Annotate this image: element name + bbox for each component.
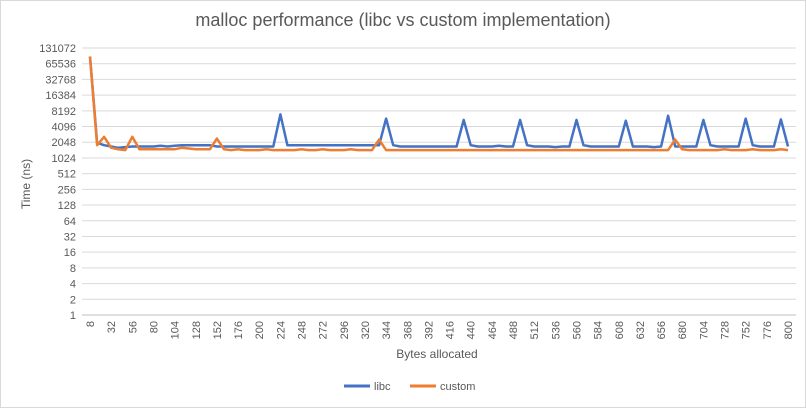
x-tick-label: 392 xyxy=(423,321,435,339)
x-tick-label: 224 xyxy=(275,321,287,339)
x-axis-ticks: 8 32 56 80 104 128 152 176 200 224 248 272 296 320 344… xyxy=(85,321,795,339)
x-tick-label: 656 xyxy=(656,321,668,339)
x-tick-label: 584 xyxy=(593,321,605,339)
x-tick-label: 296 xyxy=(339,321,351,339)
y-tick-label: 65536 xyxy=(45,59,76,71)
y-tick-label: 256 xyxy=(58,184,76,196)
y-tick-label: 32768 xyxy=(45,74,76,86)
x-tick-label: 56 xyxy=(127,321,139,333)
x-tick-label: 752 xyxy=(741,321,753,339)
x-tick-label: 512 xyxy=(529,321,541,339)
y-tick-label: 16 xyxy=(64,247,76,259)
x-tick-label: 176 xyxy=(233,321,245,339)
x-tick-label: 344 xyxy=(381,321,393,339)
x-tick-label: 680 xyxy=(677,321,689,339)
x-tick-label: 488 xyxy=(508,321,520,339)
y-tick-label: 2048 xyxy=(52,137,76,149)
series-line-libc xyxy=(88,56,790,150)
x-tick-label: 248 xyxy=(297,321,309,339)
x-axis-label: Bytes allocated xyxy=(396,347,477,361)
y-tick-label: 8 xyxy=(70,263,76,275)
y-tick-label: 1 xyxy=(70,310,76,322)
x-tick-label: 536 xyxy=(550,321,562,339)
y-tick-label: 2 xyxy=(70,294,76,306)
x-tick-label: 368 xyxy=(402,321,414,339)
y-tick-label: 8192 xyxy=(52,106,76,118)
y-tick-label: 64 xyxy=(64,216,76,228)
x-tick-label: 32 xyxy=(106,321,118,333)
y-tick-label: 32 xyxy=(64,231,76,243)
legend-label-custom: custom xyxy=(440,381,475,393)
x-tick-label: 152 xyxy=(212,321,224,339)
x-tick-label: 560 xyxy=(571,321,583,339)
y-axis-label: Time (ns) xyxy=(19,159,33,209)
x-tick-label: 440 xyxy=(466,321,478,339)
x-tick-label: 728 xyxy=(720,321,732,339)
y-tick-label: 512 xyxy=(58,169,76,181)
x-tick-label: 632 xyxy=(635,321,647,339)
x-tick-label: 464 xyxy=(487,321,499,339)
x-tick-label: 200 xyxy=(254,321,266,339)
y-tick-label: 16384 xyxy=(45,90,76,102)
y-tick-label: 4096 xyxy=(52,122,76,134)
x-tick-label: 104 xyxy=(170,321,182,339)
y-tick-label: 1024 xyxy=(52,153,76,165)
x-tick-label: 704 xyxy=(698,321,710,339)
y-tick-label: 128 xyxy=(58,200,76,212)
x-tick-label: 608 xyxy=(614,321,626,339)
legend: libc custom xyxy=(344,381,475,393)
series-line-custom xyxy=(88,56,789,152)
chart-title: malloc performance (libc vs custom imple… xyxy=(195,10,611,30)
y-tick-label: 4 xyxy=(70,279,76,291)
x-tick-label: 776 xyxy=(762,321,774,339)
x-tick-label: 800 xyxy=(783,321,795,339)
x-tick-label: 416 xyxy=(445,321,457,339)
y-tick-label: 131072 xyxy=(39,43,76,55)
x-tick-label: 272 xyxy=(318,321,330,339)
y-axis-ticks: 1 2 4 8 16 32 64 128 256 512 1024 2048 4096 8192 16384… xyxy=(39,43,76,322)
x-tick-label: 8 xyxy=(85,321,97,327)
series-layer xyxy=(88,56,790,152)
x-tick-label: 128 xyxy=(191,321,203,339)
x-tick-label: 80 xyxy=(148,321,160,333)
legend-label-libc: libc xyxy=(374,381,391,393)
x-tick-label: 320 xyxy=(360,321,372,339)
gridlines xyxy=(82,47,796,316)
